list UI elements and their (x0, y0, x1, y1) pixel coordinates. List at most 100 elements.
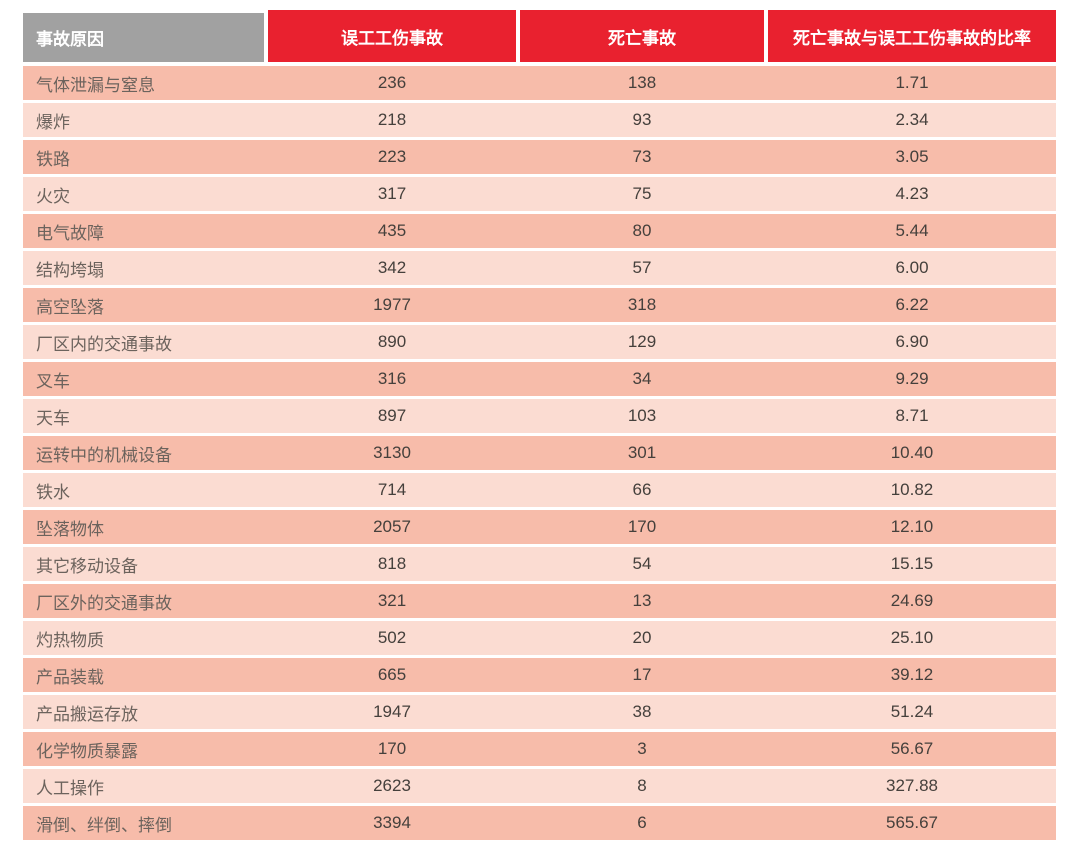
cell-accident-cause: 厂区内的交通事故 (23, 325, 264, 359)
cell-ratio: 2.34 (768, 103, 1056, 137)
cell-fatal-accidents: 93 (520, 103, 764, 137)
cell-fatal-accidents: 57 (520, 251, 764, 285)
cell-accident-cause: 铁水 (23, 473, 264, 507)
cell-ratio: 9.29 (768, 362, 1056, 396)
cell-lost-time-injuries: 316 (268, 362, 516, 396)
cell-accident-cause: 产品搬运存放 (23, 695, 264, 729)
cell-accident-cause: 铁路 (23, 140, 264, 174)
cell-lost-time-injuries: 342 (268, 251, 516, 285)
cell-lost-time-injuries: 317 (268, 177, 516, 211)
header-cell-ratio: 死亡事故与误工工伤事故的比率 (768, 10, 1056, 62)
cell-ratio: 6.00 (768, 251, 1056, 285)
cell-ratio: 25.10 (768, 621, 1056, 655)
table-row: 高空坠落 1977 318 6.22 (23, 288, 1056, 322)
table-row: 结构垮塌 342 57 6.00 (23, 251, 1056, 285)
cell-lost-time-injuries: 2057 (268, 510, 516, 544)
cell-lost-time-injuries: 1947 (268, 695, 516, 729)
cell-ratio: 5.44 (768, 214, 1056, 248)
table-row: 气体泄漏与窒息 236 138 1.71 (23, 66, 1056, 100)
cell-fatal-accidents: 38 (520, 695, 764, 729)
table-row: 其它移动设备 818 54 15.15 (23, 547, 1056, 581)
cell-ratio: 565.67 (768, 806, 1056, 840)
cell-fatal-accidents: 170 (520, 510, 764, 544)
cell-fatal-accidents: 6 (520, 806, 764, 840)
cell-accident-cause: 天车 (23, 399, 264, 433)
table-row: 电气故障 435 80 5.44 (23, 214, 1056, 248)
cell-ratio: 15.15 (768, 547, 1056, 581)
table-row: 叉车 316 34 9.29 (23, 362, 1056, 396)
cell-lost-time-injuries: 3394 (268, 806, 516, 840)
cell-fatal-accidents: 34 (520, 362, 764, 396)
cell-lost-time-injuries: 665 (268, 658, 516, 692)
cell-ratio: 327.88 (768, 769, 1056, 803)
header-cell-lost-time-injuries: 误工工伤事故 (268, 10, 516, 62)
cell-ratio: 56.67 (768, 732, 1056, 766)
cell-accident-cause: 厂区外的交通事故 (23, 584, 264, 618)
cell-ratio: 4.23 (768, 177, 1056, 211)
cell-lost-time-injuries: 818 (268, 547, 516, 581)
cell-ratio: 12.10 (768, 510, 1056, 544)
cell-accident-cause: 产品装载 (23, 658, 264, 692)
cell-ratio: 39.12 (768, 658, 1056, 692)
table-row: 天车 897 103 8.71 (23, 399, 1056, 433)
cell-accident-cause: 化学物质暴露 (23, 732, 264, 766)
table-row: 火灾 317 75 4.23 (23, 177, 1056, 211)
header-cell-accident-cause: 事故原因 (23, 13, 264, 62)
table-row: 滑倒、绊倒、摔倒 3394 6 565.67 (23, 806, 1056, 840)
cell-fatal-accidents: 129 (520, 325, 764, 359)
cell-ratio: 1.71 (768, 66, 1056, 100)
cell-accident-cause: 滑倒、绊倒、摔倒 (23, 806, 264, 840)
cell-ratio: 3.05 (768, 140, 1056, 174)
cell-accident-cause: 电气故障 (23, 214, 264, 248)
cell-accident-cause: 爆炸 (23, 103, 264, 137)
table-row: 铁水 714 66 10.82 (23, 473, 1056, 507)
table-row: 厂区内的交通事故 890 129 6.90 (23, 325, 1056, 359)
cell-fatal-accidents: 20 (520, 621, 764, 655)
cell-fatal-accidents: 3 (520, 732, 764, 766)
cell-lost-time-injuries: 1977 (268, 288, 516, 322)
cell-lost-time-injuries: 223 (268, 140, 516, 174)
table-row: 人工操作 2623 8 327.88 (23, 769, 1056, 803)
cell-lost-time-injuries: 218 (268, 103, 516, 137)
table-row: 运转中的机械设备 3130 301 10.40 (23, 436, 1056, 470)
cell-ratio: 10.40 (768, 436, 1056, 470)
cell-lost-time-injuries: 897 (268, 399, 516, 433)
header-cell-fatal-accidents: 死亡事故 (520, 10, 764, 62)
cell-lost-time-injuries: 890 (268, 325, 516, 359)
table-row: 产品装载 665 17 39.12 (23, 658, 1056, 692)
cell-accident-cause: 叉车 (23, 362, 264, 396)
cell-accident-cause: 高空坠落 (23, 288, 264, 322)
cell-ratio: 6.22 (768, 288, 1056, 322)
cell-lost-time-injuries: 2623 (268, 769, 516, 803)
cell-lost-time-injuries: 502 (268, 621, 516, 655)
table-header-row: 事故原因 误工工伤事故 死亡事故 死亡事故与误工工伤事故的比率 (23, 10, 1056, 62)
accident-statistics-table: 事故原因 误工工伤事故 死亡事故 死亡事故与误工工伤事故的比率 气体泄漏与窒息 … (23, 10, 1056, 840)
cell-ratio: 24.69 (768, 584, 1056, 618)
table-row: 厂区外的交通事故 321 13 24.69 (23, 584, 1056, 618)
cell-ratio: 51.24 (768, 695, 1056, 729)
cell-lost-time-injuries: 3130 (268, 436, 516, 470)
cell-fatal-accidents: 318 (520, 288, 764, 322)
cell-fatal-accidents: 80 (520, 214, 764, 248)
cell-lost-time-injuries: 321 (268, 584, 516, 618)
cell-fatal-accidents: 66 (520, 473, 764, 507)
cell-ratio: 10.82 (768, 473, 1056, 507)
table-row: 爆炸 218 93 2.34 (23, 103, 1056, 137)
cell-fatal-accidents: 73 (520, 140, 764, 174)
cell-ratio: 6.90 (768, 325, 1056, 359)
cell-accident-cause: 其它移动设备 (23, 547, 264, 581)
cell-accident-cause: 结构垮塌 (23, 251, 264, 285)
cell-lost-time-injuries: 236 (268, 66, 516, 100)
table-body: 气体泄漏与窒息 236 138 1.71 爆炸 218 93 2.34 铁路 2… (23, 66, 1056, 840)
cell-fatal-accidents: 75 (520, 177, 764, 211)
cell-lost-time-injuries: 170 (268, 732, 516, 766)
cell-fatal-accidents: 301 (520, 436, 764, 470)
table-row: 灼热物质 502 20 25.10 (23, 621, 1056, 655)
cell-lost-time-injuries: 435 (268, 214, 516, 248)
cell-fatal-accidents: 13 (520, 584, 764, 618)
cell-fatal-accidents: 138 (520, 66, 764, 100)
cell-fatal-accidents: 17 (520, 658, 764, 692)
cell-accident-cause: 坠落物体 (23, 510, 264, 544)
cell-ratio: 8.71 (768, 399, 1056, 433)
